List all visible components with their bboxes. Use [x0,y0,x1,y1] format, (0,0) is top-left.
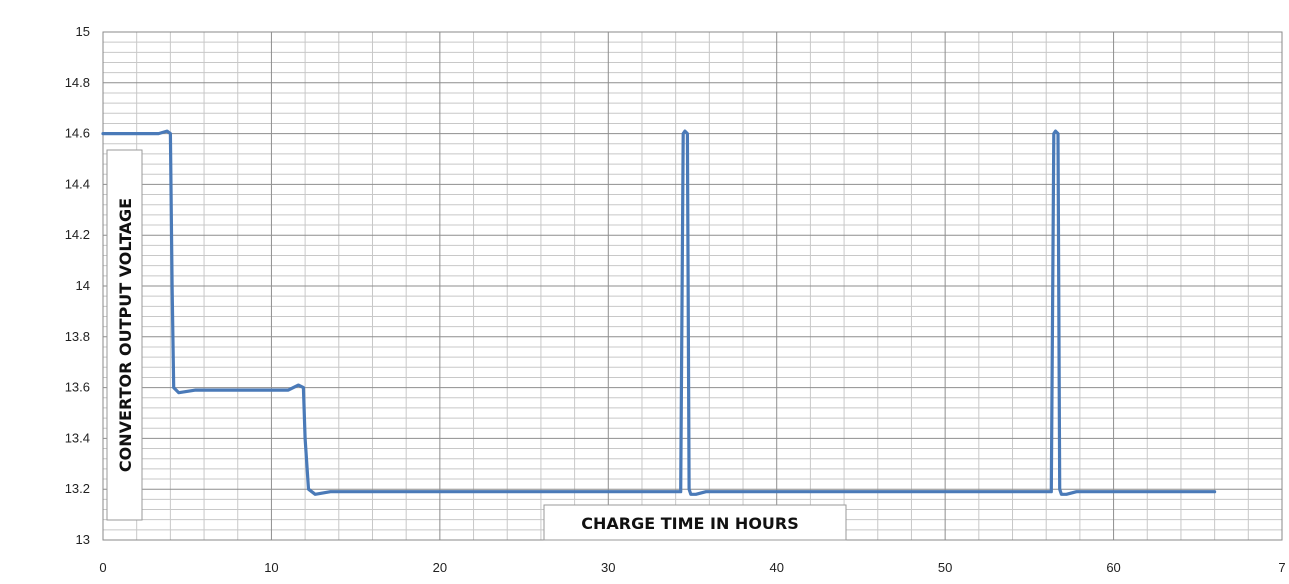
x-tick-label: 10 [264,560,278,575]
x-tick-label: 0 [99,560,106,575]
y-tick-label: 13.2 [65,481,90,496]
y-tick-label: 14.6 [65,126,90,141]
y-tick-label: 14.8 [65,75,90,90]
y-tick-label: 13.8 [65,329,90,344]
x-axis-label: CHARGE TIME IN HOURS [543,504,847,541]
y-tick-label: 14.4 [65,176,90,191]
x-axis-ticks: 0 10 20 30 40 50 60 7 [99,560,1285,575]
x-axis-label-box [543,504,847,541]
y-tick-label: 13.4 [65,430,90,445]
y-axis-label: CONVERTOR OUTPUT VOLTAGE [106,149,143,521]
series-line [101,129,1217,496]
y-tick-label: 14 [76,278,90,293]
x-tick-label: 40 [769,560,783,575]
y-axis-label-text: CONVERTOR OUTPUT VOLTAGE [116,198,135,472]
y-tick-label: 13.6 [65,380,90,395]
x-axis-label-text: CHARGE TIME IN HOURS [581,514,799,533]
y-tick-label: 13 [76,532,90,547]
x-tick-label: 60 [1106,560,1120,575]
x-tick-label: 7 [1278,560,1285,575]
x-tick-label: 20 [433,560,447,575]
x-tick-label: 50 [938,560,952,575]
y-tick-label: 14.2 [65,227,90,242]
y-axis-ticks: 13 13.2 13.4 13.6 13.8 14 14.2 14.4 14.6 14.8 15 [65,24,90,547]
y-axis-label-box [106,149,143,521]
x-tick-label: 30 [601,560,615,575]
series-layer [101,129,1217,496]
y-tick-label: 15 [76,24,90,39]
